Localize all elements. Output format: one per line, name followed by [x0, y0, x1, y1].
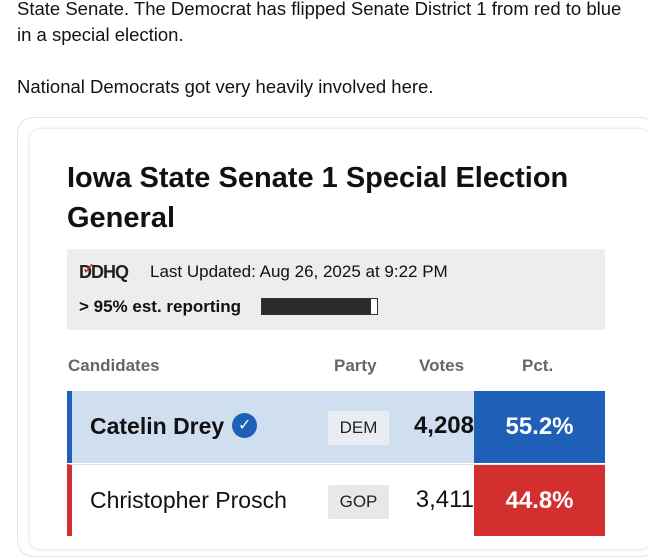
vote-percentage: 44.8%	[474, 465, 605, 536]
reporting-label: > 95% est. reporting	[79, 297, 242, 316]
vote-count: 4,208	[413, 412, 474, 439]
check-mark-icon: ✓	[82, 261, 95, 278]
post-text-line-1: State Senate. The Democrat has flipped S…	[17, 0, 622, 45]
candidate-name-wrapper: Catelin Drey ✓	[90, 413, 258, 440]
reporting-progress-bar	[261, 298, 378, 315]
header-candidates: Candidates	[68, 356, 160, 375]
vote-percentage: 55.2%	[474, 391, 605, 463]
ddhq-logo: ✓ DDHQ	[79, 261, 129, 283]
header-party: Party	[334, 356, 377, 375]
candidate-name: Catelin Drey	[90, 413, 225, 439]
header-votes: Votes	[419, 356, 465, 375]
party-badge: GOP	[328, 485, 389, 519]
status-box	[67, 249, 605, 330]
candidate-row-dem: Catelin Drey ✓ DEM 4,208 55.2%	[67, 391, 605, 463]
results-title: Iowa State Senate 1 Special Election Gen…	[67, 162, 569, 234]
candidate-row-gop: Christopher Prosch GOP 3,411 44.8%	[67, 464, 605, 536]
header-pct: Pct.	[522, 356, 554, 375]
post-text: State Senate. The Democrat has flipped S…	[17, 0, 637, 100]
reporting-progress-fill	[262, 299, 372, 314]
ddhq-logo-text: DDHQ	[79, 262, 129, 282]
vote-count: 3,411	[415, 486, 474, 513]
candidate-name: Christopher Prosch	[90, 487, 287, 513]
winner-check-icon: ✓	[232, 413, 258, 439]
post-text-line-2: National Democrats got very heavily invo…	[17, 76, 434, 97]
party-badge: DEM	[328, 411, 389, 445]
last-updated-text: Last Updated: Aug 26, 2025 at 9:22 PM	[150, 262, 448, 281]
